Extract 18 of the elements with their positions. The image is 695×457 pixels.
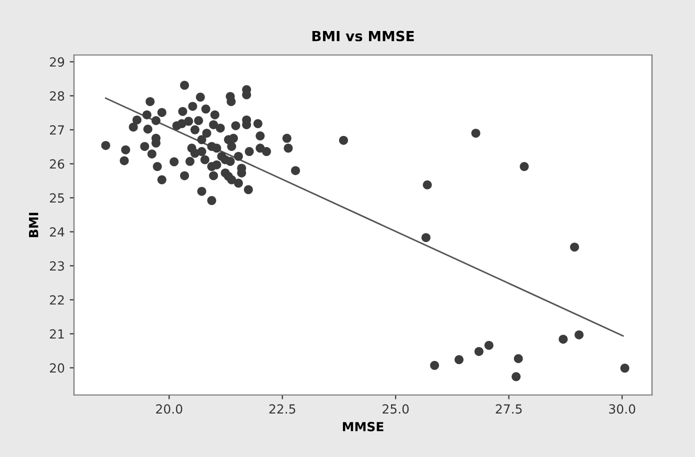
y-tick-label: 21 [50,329,64,339]
x-tick-label: 25.0 [382,404,409,414]
y-tick-label: 25 [50,193,64,203]
y-tick-label: 26 [50,159,64,169]
chart-title: BMI vs MMSE [312,30,414,42]
y-axis-title: BMI [29,212,38,238]
y-tick-label: 23 [50,261,64,271]
y-tick-label: 22 [50,295,64,305]
y-tick-label: 28 [50,91,64,101]
x-tick-label: 30.0 [609,404,636,414]
x-axis-title: MMSE [342,422,384,432]
x-tick-label: 27.5 [496,404,522,414]
y-tick-label: 24 [50,227,64,237]
x-tick-label: 20.0 [156,404,182,414]
y-tick-label: 20 [50,363,64,373]
y-tick-label: 27 [50,125,64,135]
x-tick-label: 22.5 [269,404,296,414]
y-tick-label: 29 [50,57,64,67]
